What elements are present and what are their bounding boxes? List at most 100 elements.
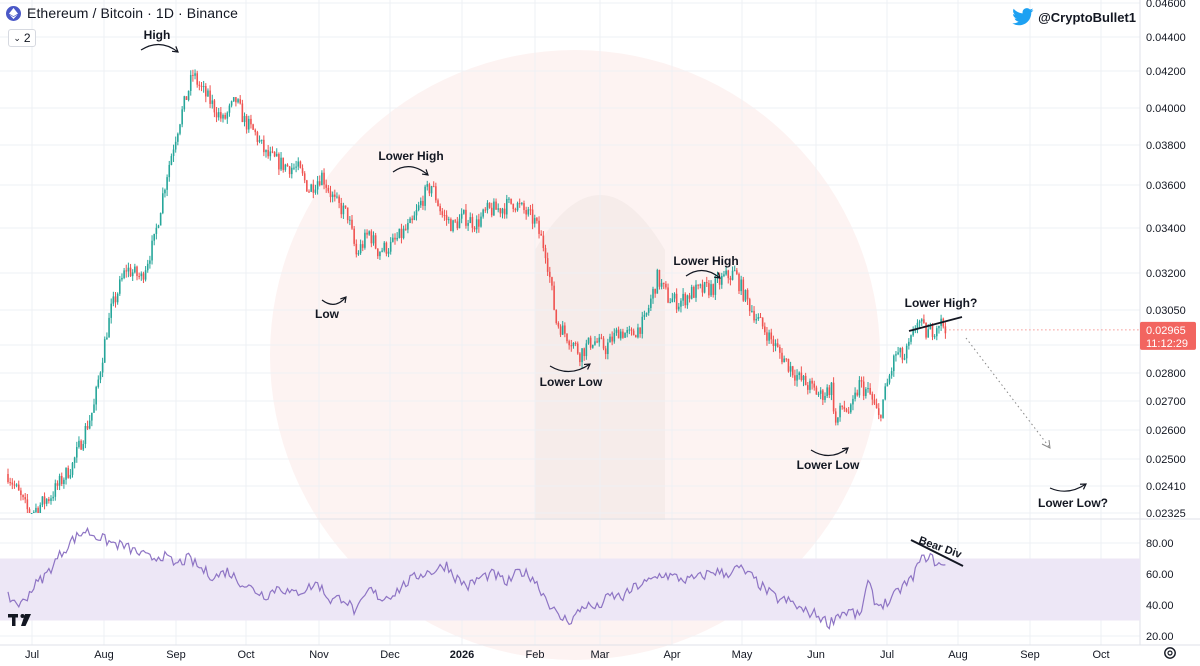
settings-gear-icon[interactable] [1163, 646, 1177, 660]
candle [837, 417, 839, 426]
candle [437, 198, 439, 207]
candle [88, 415, 91, 430]
candle-body [701, 284, 704, 293]
candle [905, 343, 908, 364]
symbol-header[interactable]: Ethereum / Bitcoin · 1D · Binance [6, 5, 238, 21]
candle-body [17, 484, 20, 491]
candle-body [106, 337, 108, 340]
candle [660, 279, 663, 290]
time-tick-label: Jun [807, 649, 825, 661]
candle-body [705, 282, 708, 284]
candle-body [424, 186, 426, 206]
candle-body [138, 276, 140, 278]
candle [303, 171, 306, 184]
candle [865, 387, 867, 399]
candle [746, 288, 749, 305]
candle [641, 311, 644, 339]
candle-body [654, 288, 656, 294]
candle [570, 339, 573, 352]
candle-body [432, 186, 435, 188]
candle-body [908, 341, 910, 346]
candle [217, 107, 220, 121]
candle [131, 269, 134, 281]
candle [903, 353, 906, 361]
candle-body [699, 284, 702, 286]
candle-body [561, 325, 564, 335]
candle [800, 366, 803, 382]
candle-body [142, 273, 145, 280]
candle-body [76, 447, 78, 458]
candle-body [813, 383, 816, 388]
candle-body [256, 132, 259, 142]
candle-body [428, 184, 431, 194]
candle-body [650, 298, 652, 308]
candle [495, 198, 497, 210]
candle-body [568, 341, 570, 346]
candle [779, 344, 781, 359]
candle [50, 495, 52, 505]
candle-body [746, 289, 749, 300]
candle [344, 205, 347, 209]
candle-body [119, 279, 121, 294]
candle-body [209, 90, 211, 104]
candle [721, 272, 723, 289]
candle-body [458, 218, 461, 229]
candle-body [815, 387, 818, 395]
candle [336, 192, 338, 199]
indicator-count-toggle[interactable]: ⌄ 2 [8, 29, 36, 47]
candle-body [183, 96, 186, 110]
candle [609, 333, 611, 343]
candle-body [764, 326, 766, 333]
candle-body [841, 405, 843, 407]
candle [512, 203, 515, 213]
candle [508, 197, 510, 204]
candle [832, 377, 835, 414]
candle [600, 333, 603, 340]
candle [56, 480, 59, 490]
candle-body [791, 366, 794, 376]
candle [501, 207, 504, 219]
candle-body [301, 168, 304, 174]
candle-body [166, 177, 168, 190]
candle-body [26, 499, 29, 510]
candle [106, 332, 108, 340]
candle [187, 90, 190, 102]
candle [316, 175, 319, 195]
candle [48, 496, 50, 504]
candle [875, 398, 878, 409]
candle [452, 219, 454, 233]
candle [45, 498, 48, 507]
candle-body [269, 151, 272, 157]
candle-body [744, 289, 747, 301]
candle [708, 280, 710, 299]
candle [557, 321, 560, 329]
candle-body [488, 202, 491, 208]
candle [895, 351, 897, 362]
candle [402, 225, 405, 240]
candle [7, 468, 9, 484]
candle [149, 255, 151, 269]
candle-body [409, 218, 411, 223]
candle [755, 313, 757, 324]
candle [699, 283, 702, 289]
candle-body [862, 381, 865, 396]
candle-body [254, 129, 257, 133]
candle [13, 480, 16, 489]
candle [731, 266, 734, 281]
candle [639, 327, 641, 338]
candle-body [557, 323, 560, 327]
candle-body [579, 353, 581, 363]
candle-body [643, 314, 646, 317]
candle-body [112, 296, 115, 304]
candle [454, 219, 456, 224]
candle [11, 478, 14, 490]
candle-body [602, 338, 605, 349]
candle [688, 292, 691, 303]
annotation-lower-high-1: Lower High [378, 149, 443, 163]
tradingview-logo-icon[interactable] [8, 612, 38, 628]
candle [527, 206, 530, 217]
candle-body [652, 288, 654, 299]
candle-body [43, 496, 46, 504]
